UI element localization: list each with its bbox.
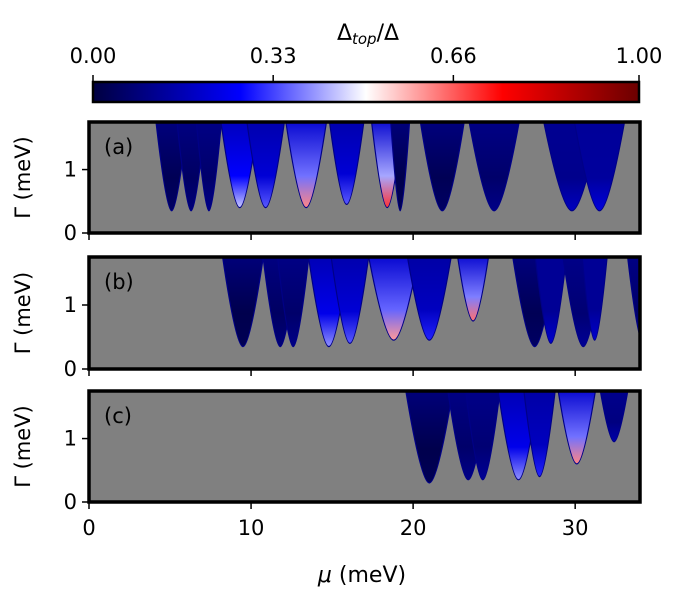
x-tick-label: 30	[562, 516, 589, 540]
colorbar: Δtop/Δ 0.00 0.33 0.66 1.00	[70, 21, 663, 104]
colorbar-title: Δtop/Δ	[337, 21, 399, 48]
heatmap-lobe	[523, 391, 556, 478]
heatmap-lobe	[195, 122, 223, 212]
panel-label: (c)	[104, 404, 132, 428]
y-axis-label: Γ (meV)	[11, 272, 35, 355]
panel-frame	[87, 389, 642, 504]
heatmap-lobe	[627, 257, 640, 340]
colorbar-tick-label: 0.66	[430, 44, 477, 68]
panel-c: (c) 0 1 Γ (meV) 0 10 20 30	[11, 389, 642, 540]
heatmap-lobe	[419, 122, 465, 212]
heatmap-lobe	[457, 257, 490, 322]
panel-frame	[87, 255, 642, 371]
heatmap-lobe	[468, 122, 520, 212]
panel-b: (b) 0 1 Γ (meV)	[11, 255, 642, 381]
y-axis-label: Γ (meV)	[11, 405, 35, 488]
heatmap-lobe	[599, 391, 629, 443]
x-axis-label: μ (meV)	[317, 563, 406, 588]
heatmap-lobe	[465, 391, 501, 481]
colorbar-tick-label: 0.00	[70, 44, 117, 68]
heatmap-lobe	[328, 122, 365, 206]
y-tick-label: 1	[64, 158, 77, 182]
y-tick-label: 1	[64, 427, 77, 451]
x-tick-label: 10	[238, 516, 265, 540]
y-tick-label: 1	[64, 293, 77, 317]
x-tick-label: 20	[400, 516, 427, 540]
heatmap-lobe	[222, 257, 264, 348]
heatmap-lobe	[557, 391, 597, 465]
heatmap-lobe	[330, 257, 370, 345]
heatmap-lobe	[405, 391, 454, 484]
heatmap-lobe	[406, 257, 452, 341]
heatmap-lobe	[390, 122, 411, 212]
heatmap-lobe	[246, 122, 285, 209]
y-axis-label: Γ (meV)	[11, 136, 35, 219]
panel-label: (b)	[104, 270, 134, 294]
heatmap-lobe	[285, 122, 328, 209]
heatmap-lobe	[276, 257, 310, 348]
heatmap-lobe	[534, 257, 568, 345]
heatmap-lobe	[573, 122, 626, 212]
y-tick-label: 0	[64, 221, 77, 245]
y-tick-label: 0	[64, 490, 77, 514]
panel-frame	[87, 120, 642, 235]
x-tick-label: 0	[82, 516, 95, 540]
panel-background	[89, 391, 640, 502]
colorbar-tick-label: 1.00	[616, 44, 663, 68]
panel-a: (a) 0 1 Γ (meV)	[11, 120, 642, 245]
panel-label: (a)	[104, 135, 133, 159]
colorbar-tick-label: 0.33	[250, 44, 297, 68]
y-tick-label: 0	[64, 357, 77, 381]
heatmap-lobe	[581, 257, 608, 341]
colorbar-gradient	[91, 80, 641, 104]
